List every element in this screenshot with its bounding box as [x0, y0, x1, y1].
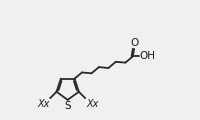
Text: OH: OH — [139, 51, 155, 61]
Text: S: S — [64, 101, 71, 111]
Text: Xx: Xx — [37, 99, 49, 109]
Text: Xx: Xx — [86, 99, 98, 109]
Text: O: O — [129, 38, 138, 48]
